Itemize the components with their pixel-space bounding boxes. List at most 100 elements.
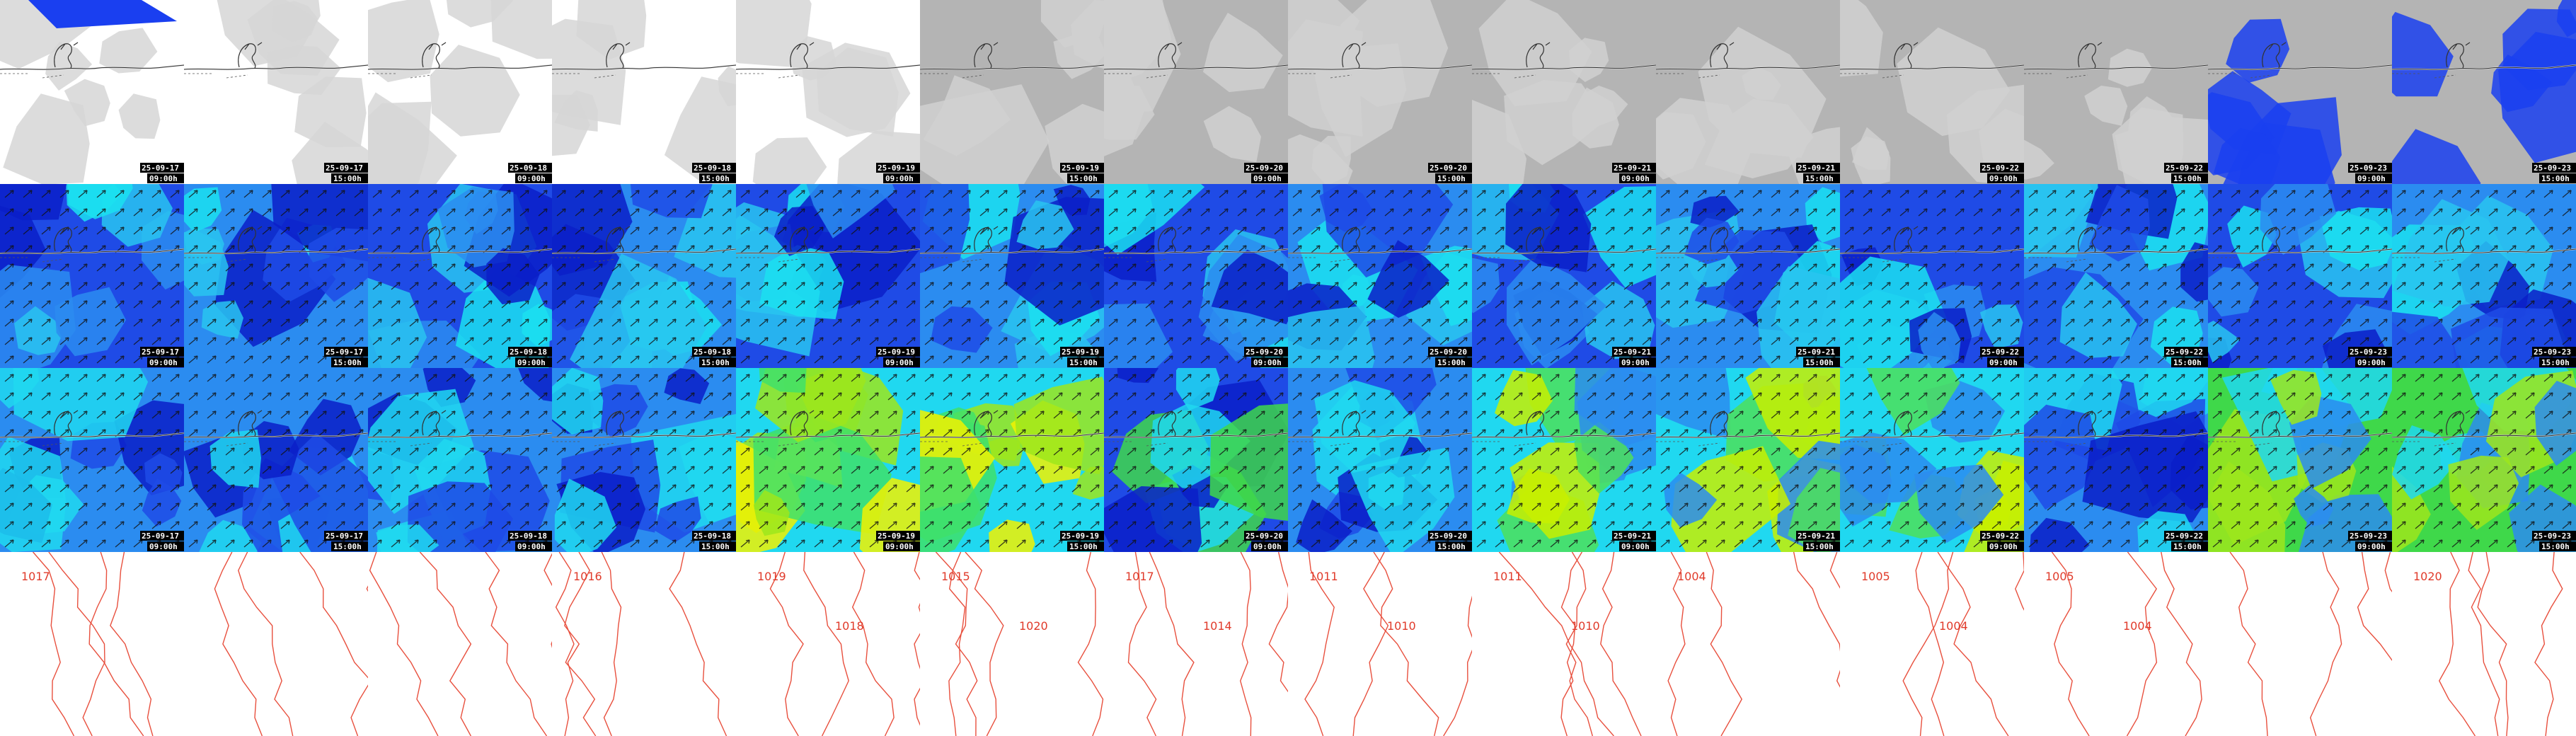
time-label: 15:00h: [333, 358, 362, 367]
isobar-label: 1005: [1861, 570, 1890, 583]
field-patch: [368, 101, 432, 184]
label-box: [1612, 531, 1656, 541]
label-box: [876, 531, 920, 541]
time-label: 09:00h: [1989, 542, 2018, 551]
label-box: [2348, 163, 2392, 173]
field-patch: [2491, 54, 2553, 113]
time-label: 15:00h: [1437, 174, 1466, 183]
date-label: 25-09-17: [142, 347, 179, 357]
isobar: [601, 552, 622, 736]
field-patch: [1288, 134, 1353, 184]
label-box: [1987, 173, 2024, 183]
date-label: 25-09-18: [694, 347, 731, 357]
time-label: 09:00h: [885, 358, 914, 367]
isobar: [803, 552, 849, 736]
field-patch: [118, 93, 161, 139]
isobar: [544, 553, 552, 648]
date-label: 25-09-20: [1246, 531, 1283, 541]
time-label: 15:00h: [2541, 542, 2570, 551]
label-box: [331, 357, 368, 367]
time-label: 15:00h: [701, 542, 730, 551]
label-box: [699, 173, 736, 183]
wind-arrows: [2024, 368, 2208, 552]
date-label: 25-09-18: [510, 531, 547, 541]
label-box: [1435, 357, 1472, 367]
label-box: [515, 541, 552, 551]
time-label: 09:00h: [1621, 542, 1650, 551]
label-box: [883, 173, 920, 183]
label-box: [1796, 163, 1840, 173]
map-cell: [184, 552, 368, 736]
isobar: [1565, 552, 1593, 736]
isobar-label: 1004: [1939, 619, 1968, 633]
wind-arrows: [736, 368, 920, 552]
field: [0, 552, 184, 736]
field-patch: [1104, 85, 1155, 140]
field-patch: [1656, 98, 1752, 184]
isobar: [2384, 552, 2392, 593]
wind-arrows: [1472, 184, 1656, 368]
date-label: 25-09-20: [1430, 347, 1467, 357]
wind-arrows: [920, 184, 1104, 368]
label-box: [515, 173, 552, 183]
isobar-label: 1017: [1125, 570, 1154, 583]
isobar: [238, 552, 294, 736]
time-label: 09:00h: [2357, 358, 2386, 367]
label-box: [1251, 541, 1288, 551]
time-label: 15:00h: [1805, 542, 1834, 551]
field-patch: [1840, 0, 1883, 77]
wind-arrows: [1840, 368, 2024, 552]
label-box: [1428, 163, 1472, 173]
field-patch: [1203, 13, 1283, 93]
field-patch: [1203, 105, 1261, 163]
label-box: [1251, 357, 1288, 367]
label-box: [1428, 347, 1472, 357]
isobar: [2477, 552, 2509, 736]
wind-arrows: [184, 368, 368, 552]
isobar-label: 1020: [2413, 570, 2442, 583]
label-box: [2355, 173, 2392, 183]
field-patch: [490, 0, 552, 59]
wind-arrows: [1656, 368, 1840, 552]
wind-arrows: [2392, 368, 2576, 552]
isobar: [914, 552, 920, 726]
date-label: 25-09-22: [2166, 163, 2203, 173]
isobar: [1304, 552, 1335, 736]
isobar-label: 1010: [1571, 619, 1600, 633]
map-cell: 1017 1014: [1104, 552, 1288, 736]
field: [1656, 552, 1840, 736]
wind-arrows: [1656, 184, 1840, 368]
isobar: [2051, 552, 2090, 736]
isobar: [952, 552, 978, 736]
label-box: [1612, 163, 1656, 173]
isobar: [2161, 552, 2202, 736]
label-box: [876, 347, 920, 357]
isobar-label: 1011: [1493, 570, 1522, 583]
label-box: [515, 357, 552, 367]
time-label: 09:00h: [1253, 358, 1282, 367]
label-box: [1803, 173, 1840, 183]
field-patch: [1742, 66, 1781, 100]
time-label: 15:00h: [1805, 174, 1834, 183]
isobar: [1793, 552, 1840, 652]
time-label: 15:00h: [1437, 358, 1466, 367]
label-box: [2348, 531, 2392, 541]
date-label: 25-09-21: [1798, 531, 1835, 541]
label-box: [1980, 347, 2024, 357]
label-box: [1067, 357, 1104, 367]
label-box: [2164, 531, 2208, 541]
field-patch: [3, 93, 90, 184]
label-box: [1060, 347, 1104, 357]
date-label: 25-09-17: [326, 163, 363, 173]
label-box: [2539, 173, 2576, 183]
